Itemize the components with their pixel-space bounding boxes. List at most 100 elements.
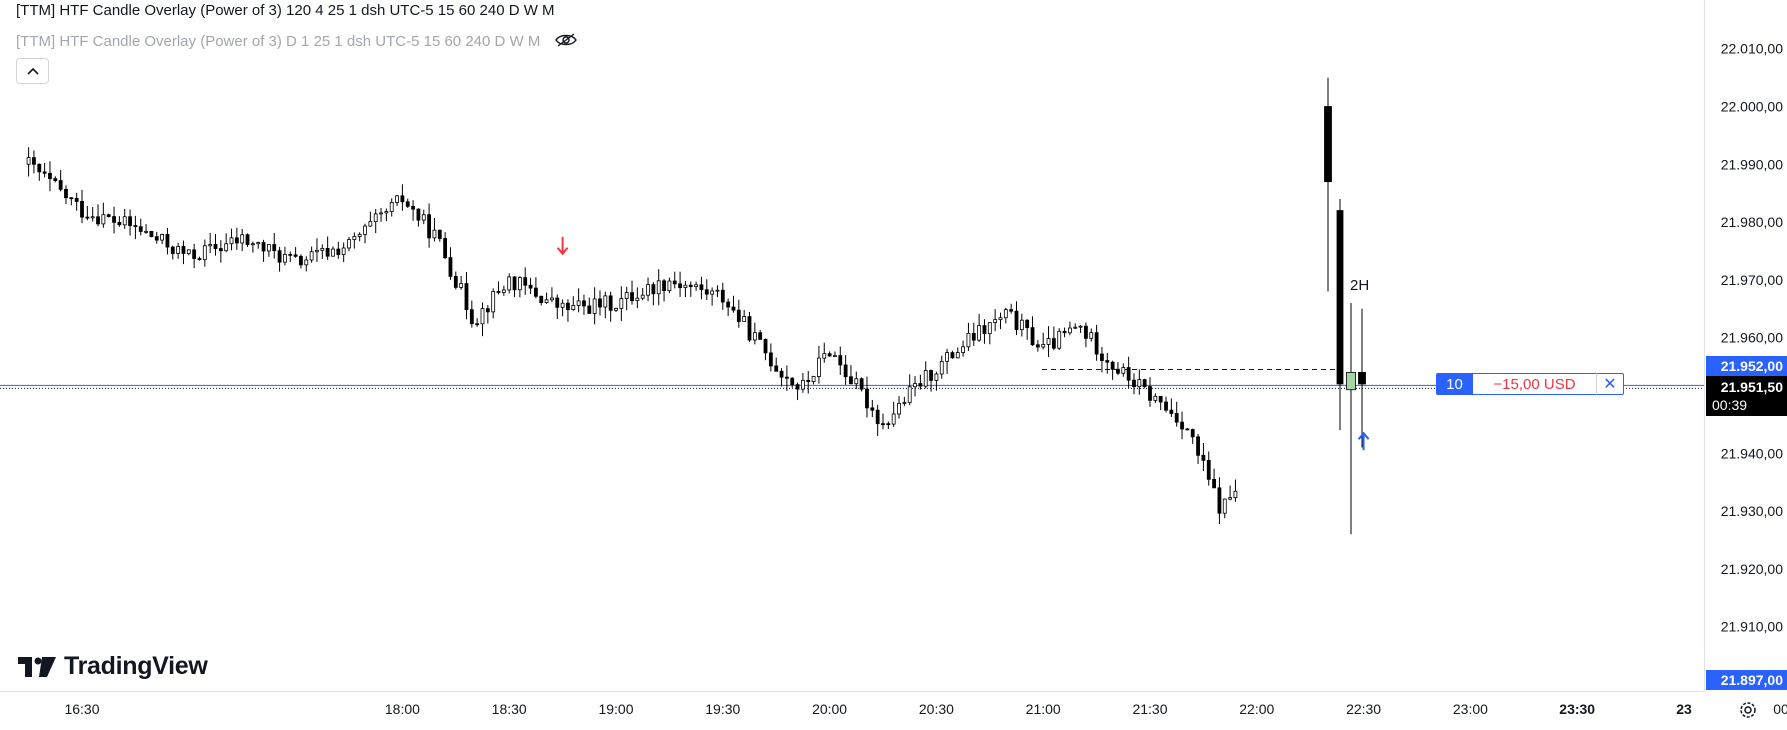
candle xyxy=(245,234,250,245)
position-label[interactable]: 10 −15,00 USD ✕ xyxy=(1436,373,1624,395)
candle xyxy=(688,284,693,288)
candle xyxy=(85,216,90,219)
candle xyxy=(576,300,581,306)
htf-candle-body[interactable] xyxy=(1336,210,1344,385)
candle xyxy=(112,216,116,223)
price-tick-label: 21.920,00 xyxy=(1721,561,1783,577)
candle xyxy=(998,317,1003,321)
blue-up-arrow-icon xyxy=(1357,431,1370,451)
candle xyxy=(363,225,367,235)
candle xyxy=(507,276,512,291)
candle xyxy=(256,242,261,245)
candle xyxy=(96,216,100,225)
signals xyxy=(556,236,1370,451)
candle xyxy=(202,245,207,261)
time-axis[interactable]: 16:30 18:00 18:30 19:00 19:30 20:00 20:30 21:00… xyxy=(64,701,1787,717)
candle xyxy=(117,221,122,226)
candle xyxy=(768,352,773,367)
eye-crossed-icon[interactable] xyxy=(554,32,577,52)
candle xyxy=(678,283,682,289)
candle xyxy=(379,212,383,215)
candle xyxy=(128,216,132,226)
candle xyxy=(544,299,549,304)
candle xyxy=(443,238,448,259)
candle xyxy=(555,297,560,308)
candle xyxy=(801,379,805,390)
candle xyxy=(341,247,346,255)
time-tick-label: 22:00 xyxy=(1239,701,1274,717)
tradingview-logo[interactable]: TradingView xyxy=(18,652,208,681)
time-tick-label: 16:30 xyxy=(64,701,99,717)
top-level-badge: 21.952,00 xyxy=(1721,358,1783,374)
candle xyxy=(742,316,747,322)
htf-candle-body[interactable] xyxy=(1346,371,1356,391)
candle xyxy=(763,339,768,354)
candle xyxy=(357,233,362,237)
candle xyxy=(720,289,725,303)
candle xyxy=(1185,428,1190,431)
candle xyxy=(784,376,789,379)
candle xyxy=(1116,368,1120,374)
htf-candles[interactable] xyxy=(1324,77,1366,535)
candle xyxy=(389,202,394,212)
candle xyxy=(827,353,832,357)
candle xyxy=(1164,401,1168,411)
candle xyxy=(421,214,426,221)
price-tick-label: 21.960,00 xyxy=(1721,330,1783,346)
indicator-legend-line-2[interactable]: [TTM] HTF Candle Overlay (Power of 3) D … xyxy=(16,32,577,52)
candle xyxy=(1233,490,1238,499)
candle xyxy=(907,386,912,403)
candle xyxy=(1222,498,1227,514)
candle xyxy=(993,319,998,323)
price-axis[interactable]: 22.010,00 22.000,00 21.990,00 21.980,00 21.9… xyxy=(1721,41,1783,635)
candle xyxy=(875,409,880,425)
candle xyxy=(480,308,485,325)
candle xyxy=(26,157,31,165)
candle xyxy=(101,214,106,225)
candle xyxy=(1073,326,1078,329)
candles[interactable] xyxy=(26,147,1238,524)
candle xyxy=(496,291,501,293)
candle xyxy=(955,352,960,359)
candle xyxy=(1190,429,1195,438)
htf-candle-body[interactable] xyxy=(1358,371,1366,385)
candle xyxy=(859,378,864,390)
candle xyxy=(790,377,795,386)
top-level-badge-bg xyxy=(1706,356,1787,376)
candle xyxy=(144,230,148,233)
candle xyxy=(234,237,239,244)
candle xyxy=(656,280,661,295)
candle xyxy=(1196,436,1200,456)
collapse-legend-button[interactable] xyxy=(16,58,49,84)
candle xyxy=(977,325,982,341)
candle xyxy=(614,308,618,311)
candle xyxy=(315,249,319,253)
close-position-button[interactable]: ✕ xyxy=(1596,373,1624,395)
candle xyxy=(923,370,928,387)
candle xyxy=(427,214,432,239)
candle xyxy=(1158,395,1163,403)
candle xyxy=(550,297,554,301)
indicator-legend-line-1[interactable]: [TTM] HTF Candle Overlay (Power of 3) 12… xyxy=(16,2,555,19)
candle xyxy=(170,246,175,254)
candle xyxy=(336,248,341,255)
candle xyxy=(624,292,629,299)
candle xyxy=(902,402,907,404)
gear-icon[interactable] xyxy=(1738,700,1758,725)
candle xyxy=(587,305,592,314)
candle xyxy=(368,221,373,227)
htf-candle-body[interactable] xyxy=(1324,106,1332,183)
position-qty[interactable]: 10 xyxy=(1436,373,1473,395)
candle xyxy=(592,298,597,314)
candle xyxy=(571,305,576,310)
candle xyxy=(37,163,42,173)
time-tick-label: 21:00 xyxy=(1026,701,1061,717)
candle xyxy=(534,287,538,297)
candle xyxy=(891,413,896,425)
time-tick-label: 18:00 xyxy=(385,701,420,717)
candle xyxy=(1051,338,1056,349)
candle xyxy=(715,289,720,292)
candle xyxy=(197,258,202,261)
